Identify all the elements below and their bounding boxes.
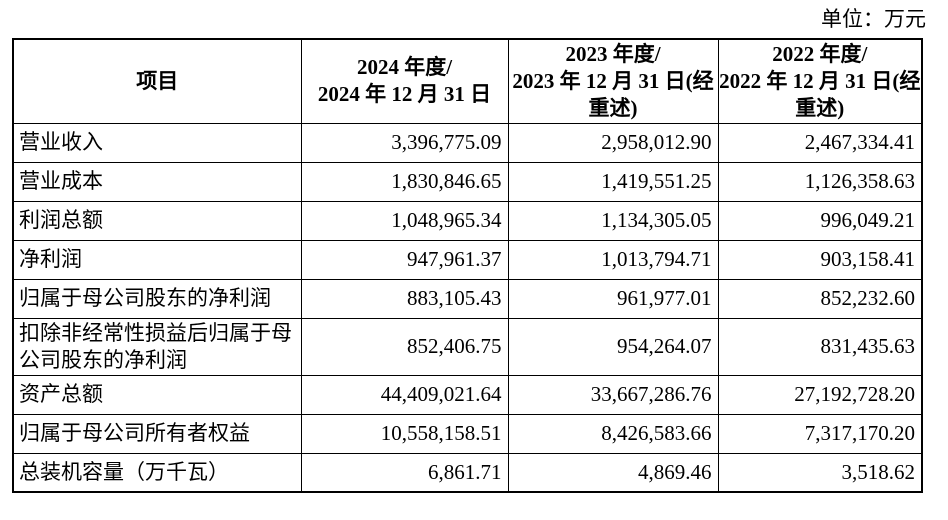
value-2022: 852,232.60 [717,278,923,319]
column-header-item: 项目 [12,38,302,124]
value-2024: 44,409,021.64 [300,374,509,415]
row-label: 营业成本 [12,161,302,202]
table-row-operating-cost: 营业成本 1,830,846.65 1,419,551.25 1,126,358… [12,161,923,202]
value-2022: 1,126,358.63 [717,161,923,202]
value-2023: 1,419,551.25 [507,161,719,202]
table-row-net-profit-excl-nonrecurring: 扣除非经常性损益后归属于母公司股东的净利润 852,406.75 954,264… [12,317,923,376]
value-2023: 2,958,012.90 [507,122,719,163]
row-label: 总装机容量（万千瓦） [12,452,302,493]
header-line: 2023 年 12 月 31 日(经 [512,68,714,93]
financial-summary-table: 项目 2024 年度/ 2024 年 12 月 31 日 2023 年度/ 20… [12,38,923,493]
value-2022: 831,435.63 [717,317,923,376]
header-line: 重述) [795,95,845,120]
value-2022: 7,317,170.20 [717,413,923,454]
header-row: 项目 2024 年度/ 2024 年 12 月 31 日 2023 年度/ 20… [12,38,923,124]
header-line: 2022 年度/ [772,41,868,66]
row-label: 扣除非经常性损益后归属于母公司股东的净利润 [12,317,302,376]
column-header-2024: 2024 年度/ 2024 年 12 月 31 日 [300,38,509,124]
value-2024: 947,961.37 [300,239,509,280]
table-row-total-assets: 资产总额 44,409,021.64 33,667,286.76 27,192,… [12,374,923,415]
header-line: 2024 年度/ [356,55,453,80]
value-2023: 1,013,794.71 [507,239,719,280]
value-2022: 903,158.41 [717,239,923,280]
value-2024: 1,048,965.34 [300,200,509,241]
row-label: 资产总额 [12,374,302,415]
column-header-2023: 2023 年度/ 2023 年 12 月 31 日(经 重述) [507,38,719,124]
table-row-equity-parent: 归属于母公司所有者权益 10,558,158.51 8,426,583.66 7… [12,413,923,454]
value-2023: 1,134,305.05 [507,200,719,241]
value-2023: 954,264.07 [507,317,719,376]
table-row-installed-capacity: 总装机容量（万千瓦） 6,861.71 4,869.46 3,518.62 [12,452,923,493]
value-2022: 27,192,728.20 [717,374,923,415]
header-line: 项目 [136,68,179,93]
row-label: 利润总额 [12,200,302,241]
value-2023: 33,667,286.76 [507,374,719,415]
value-2022: 996,049.21 [717,200,923,241]
header-line: 重述) [588,95,638,120]
value-2023: 4,869.46 [507,452,719,493]
value-2022: 2,467,334.41 [717,122,923,163]
row-label: 归属于母公司股东的净利润 [12,278,302,319]
table-row-net-profit-parent: 归属于母公司股东的净利润 883,105.43 961,977.01 852,2… [12,278,923,319]
value-2024: 10,558,158.51 [300,413,509,454]
value-2024: 6,861.71 [300,452,509,493]
header-line: 2023 年度/ [565,41,661,66]
table-row-net-profit: 净利润 947,961.37 1,013,794.71 903,158.41 [12,239,923,280]
value-2023: 8,426,583.66 [507,413,719,454]
value-2024: 852,406.75 [300,317,509,376]
row-label: 净利润 [12,239,302,280]
row-label: 营业收入 [12,122,302,163]
value-2024: 1,830,846.65 [300,161,509,202]
header-line: 2022 年 12 月 31 日(经 [719,68,921,93]
unit-label: 单位：万元 [821,7,926,31]
table-row-operating-revenue: 营业收入 3,396,775.09 2,958,012.90 2,467,334… [12,122,923,163]
value-2022: 3,518.62 [717,452,923,493]
value-2024: 3,396,775.09 [300,122,509,163]
value-2024: 883,105.43 [300,278,509,319]
header-line: 2024 年 12 月 31 日 [317,82,492,107]
value-2023: 961,977.01 [507,278,719,319]
column-header-2022: 2022 年度/ 2022 年 12 月 31 日(经 重述) [717,38,923,124]
row-label: 归属于母公司所有者权益 [12,413,302,454]
table-row-total-profit: 利润总额 1,048,965.34 1,134,305.05 996,049.2… [12,200,923,241]
